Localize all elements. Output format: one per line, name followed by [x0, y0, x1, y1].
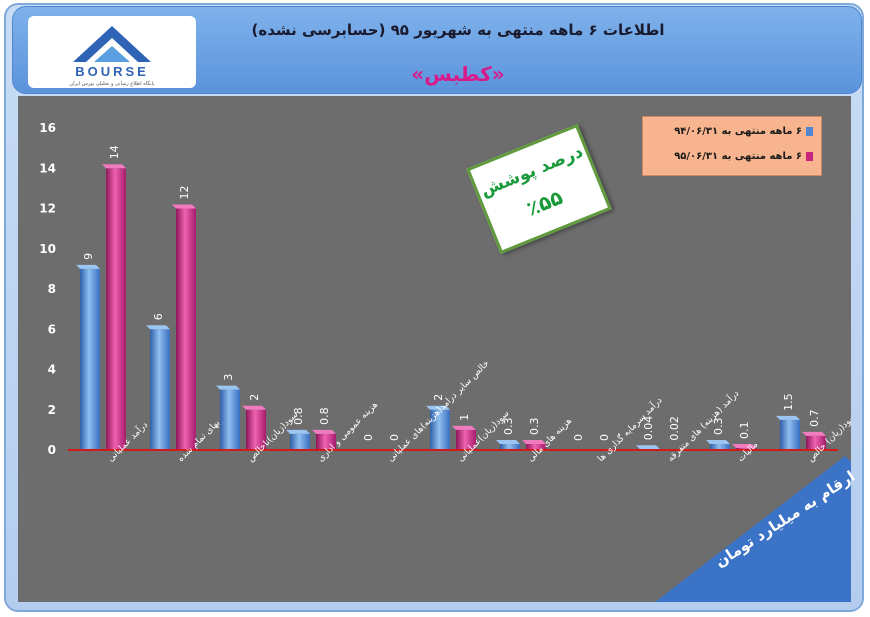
- legend: ۶ ماهه منتهی به ۹۴/۰۶/۳۱ ۶ ماهه منتهی به…: [642, 116, 822, 176]
- bar-top-series-2: [242, 405, 266, 410]
- bar-top-series-1: [286, 429, 310, 434]
- bourse-logo: BOURSE پایگاه اطلاع رسانی و تحلیلی بورس …: [28, 16, 196, 88]
- value-label-series-2: 12: [178, 186, 191, 200]
- value-label-series-2: 2: [248, 394, 261, 401]
- value-label-series-2: 0: [388, 434, 401, 441]
- legend-item-1: ۶ ماهه منتهی به ۹۴/۰۶/۳۱: [674, 126, 813, 137]
- legend-label-1: ۶ ماهه منتهی به ۹۴/۰۶/۳۱: [674, 126, 802, 137]
- bar-series-1: [500, 443, 520, 450]
- bar-top-series-1: [426, 405, 450, 410]
- bar-series-1: [710, 443, 730, 450]
- bar-top-series-1: [776, 415, 800, 420]
- value-label-series-2: 14: [108, 145, 121, 159]
- chart-title: اطلاعات ۶ ماهه منتهی به شهریور ۹۵ (حسابر…: [251, 21, 665, 39]
- bar-series-1: [780, 419, 800, 450]
- y-tick-label: 6: [48, 322, 56, 336]
- bar-series-1: [290, 433, 310, 450]
- value-label-series-1: 0: [572, 434, 585, 441]
- bar-series-2: [456, 429, 476, 450]
- bar-series-2: [316, 433, 336, 450]
- bar-top-series-2: [522, 439, 546, 444]
- bar-series-1: [80, 268, 100, 450]
- bar-series-2: [736, 447, 756, 450]
- bar-series-2: [246, 409, 266, 450]
- value-label-series-2: 1: [458, 414, 471, 421]
- value-label-series-1: 0: [362, 434, 375, 441]
- y-tick-label: 4: [48, 363, 56, 377]
- y-tick-label: 16: [39, 121, 56, 135]
- bar-series-2: [526, 443, 546, 450]
- value-label-series-1: 9: [82, 253, 95, 260]
- bar-series-1: [150, 329, 170, 450]
- value-label-series-1: 1.5: [782, 393, 795, 411]
- bar-series-2: [106, 168, 126, 450]
- chart-symbol: «کطبس»: [411, 62, 505, 86]
- value-label-series-1: 2: [432, 394, 445, 401]
- legend-swatch-1: [806, 126, 813, 136]
- y-tick-label: 2: [48, 403, 56, 417]
- bar-series-2: [806, 435, 826, 450]
- bar-top-series-1: [496, 439, 520, 444]
- value-label-series-1: 6: [152, 313, 165, 320]
- value-label-series-2: 0.8: [318, 407, 331, 425]
- bar-top-series-2: [312, 429, 336, 434]
- value-label-series-1: 0.04: [642, 416, 655, 441]
- bar-top-series-2: [732, 443, 756, 448]
- y-tick-label: 8: [48, 282, 56, 296]
- y-tick-label: 14: [39, 161, 56, 175]
- bar-series-2: [176, 208, 196, 450]
- value-label-series-2: 0: [598, 434, 611, 441]
- bar-top-series-2: [802, 431, 826, 436]
- legend-swatch-2: [806, 151, 813, 161]
- category-label: مالیات: [736, 440, 760, 464]
- value-label-series-2: 0.3: [528, 417, 541, 435]
- bar-top-series-2: [172, 204, 196, 209]
- legend-item-2: ۶ ماهه منتهی به ۹۵/۰۶/۳۱: [674, 151, 813, 162]
- bar-top-series-2: [452, 425, 476, 430]
- bar-top-series-1: [706, 439, 730, 444]
- value-label-series-2: 0.1: [738, 421, 751, 439]
- bar-top-series-1: [76, 264, 100, 269]
- value-label-series-1: 3: [222, 374, 235, 381]
- header-banner: BOURSE پایگاه اطلاع رسانی و تحلیلی بورس …: [12, 6, 862, 94]
- value-label-series-1: 0.3: [502, 417, 515, 435]
- legend-label-2: ۶ ماهه منتهی به ۹۵/۰۶/۳۱: [674, 151, 802, 162]
- value-label-series-1: 0.3: [712, 417, 725, 435]
- value-label-series-1: 0.8: [292, 407, 305, 425]
- y-tick-label: 0: [48, 443, 56, 457]
- bar-top-series-1: [146, 325, 170, 330]
- bar-top-series-2: [102, 164, 126, 169]
- bar-top-series-1: [216, 385, 240, 390]
- logo-caption: پایگاه اطلاع رسانی و تحلیلی بورس ایران: [70, 80, 155, 87]
- y-tick-label: 12: [39, 202, 56, 216]
- value-label-series-2: 0.7: [808, 409, 821, 427]
- bar-series-1: [220, 389, 240, 450]
- bar-series-1: [430, 409, 450, 450]
- bar-top-series-1: [636, 445, 660, 450]
- value-label-series-2: 0.02: [668, 416, 681, 441]
- y-tick-label: 10: [39, 242, 56, 256]
- logo-text: BOURSE: [75, 64, 149, 79]
